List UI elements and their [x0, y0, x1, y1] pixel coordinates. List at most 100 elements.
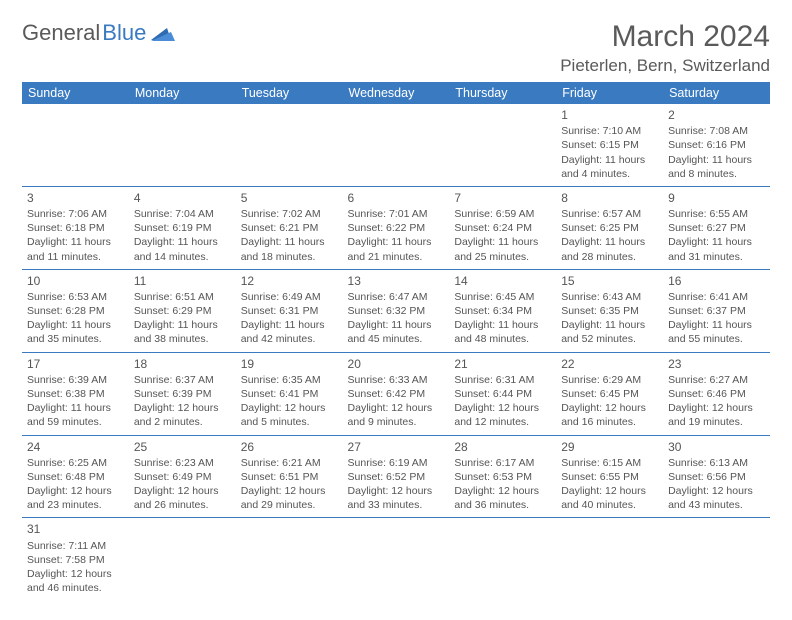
- calendar-cell: 19Sunrise: 6:35 AMSunset: 6:41 PMDayligh…: [236, 352, 343, 435]
- location: Pieterlen, Bern, Switzerland: [560, 56, 770, 76]
- calendar-cell: 16Sunrise: 6:41 AMSunset: 6:37 PMDayligh…: [663, 269, 770, 352]
- calendar-cell: [22, 104, 129, 186]
- day-number: 1: [561, 107, 658, 123]
- calendar-cell: [343, 518, 450, 600]
- daylight-line-2: and 14 minutes.: [134, 250, 231, 264]
- daylight-line-2: and 40 minutes.: [561, 498, 658, 512]
- calendar-cell: 25Sunrise: 6:23 AMSunset: 6:49 PMDayligh…: [129, 435, 236, 518]
- calendar-cell: 22Sunrise: 6:29 AMSunset: 6:45 PMDayligh…: [556, 352, 663, 435]
- daylight-line-2: and 23 minutes.: [27, 498, 124, 512]
- day-number: 30: [668, 439, 765, 455]
- sunrise-line: Sunrise: 6:43 AM: [561, 290, 658, 304]
- daylight-line-2: and 31 minutes.: [668, 250, 765, 264]
- logo: GeneralBlue: [22, 20, 177, 46]
- calendar-cell: 29Sunrise: 6:15 AMSunset: 6:55 PMDayligh…: [556, 435, 663, 518]
- daylight-line-1: Daylight: 11 hours: [348, 235, 445, 249]
- sunrise-line: Sunrise: 6:13 AM: [668, 456, 765, 470]
- daylight-line-1: Daylight: 11 hours: [27, 401, 124, 415]
- calendar-header-cell: Friday: [556, 82, 663, 104]
- daylight-line-2: and 5 minutes.: [241, 415, 338, 429]
- day-number: 23: [668, 356, 765, 372]
- calendar-header-cell: Saturday: [663, 82, 770, 104]
- sunrise-line: Sunrise: 6:27 AM: [668, 373, 765, 387]
- sunset-line: Sunset: 6:29 PM: [134, 304, 231, 318]
- sunset-line: Sunset: 6:19 PM: [134, 221, 231, 235]
- daylight-line-2: and 45 minutes.: [348, 332, 445, 346]
- daylight-line-2: and 16 minutes.: [561, 415, 658, 429]
- sunset-line: Sunset: 7:58 PM: [27, 553, 124, 567]
- daylight-line-2: and 18 minutes.: [241, 250, 338, 264]
- calendar-cell: 3Sunrise: 7:06 AMSunset: 6:18 PMDaylight…: [22, 186, 129, 269]
- calendar-row: 17Sunrise: 6:39 AMSunset: 6:38 PMDayligh…: [22, 352, 770, 435]
- sunrise-line: Sunrise: 6:29 AM: [561, 373, 658, 387]
- calendar-header-cell: Wednesday: [343, 82, 450, 104]
- sunrise-line: Sunrise: 6:39 AM: [27, 373, 124, 387]
- calendar-cell: [556, 518, 663, 600]
- daylight-line-1: Daylight: 11 hours: [348, 318, 445, 332]
- calendar-cell: 11Sunrise: 6:51 AMSunset: 6:29 PMDayligh…: [129, 269, 236, 352]
- calendar-cell: 17Sunrise: 6:39 AMSunset: 6:38 PMDayligh…: [22, 352, 129, 435]
- daylight-line-2: and 21 minutes.: [348, 250, 445, 264]
- daylight-line-2: and 11 minutes.: [27, 250, 124, 264]
- sunset-line: Sunset: 6:15 PM: [561, 138, 658, 152]
- daylight-line-2: and 19 minutes.: [668, 415, 765, 429]
- logo-text-general: General: [22, 20, 100, 46]
- sunrise-line: Sunrise: 6:53 AM: [27, 290, 124, 304]
- sunset-line: Sunset: 6:24 PM: [454, 221, 551, 235]
- calendar-header-row: SundayMondayTuesdayWednesdayThursdayFrid…: [22, 82, 770, 104]
- calendar-row: 31Sunrise: 7:11 AMSunset: 7:58 PMDayligh…: [22, 518, 770, 600]
- calendar-cell: 27Sunrise: 6:19 AMSunset: 6:52 PMDayligh…: [343, 435, 450, 518]
- daylight-line-2: and 46 minutes.: [27, 581, 124, 595]
- sunset-line: Sunset: 6:38 PM: [27, 387, 124, 401]
- sunrise-line: Sunrise: 7:08 AM: [668, 124, 765, 138]
- day-number: 29: [561, 439, 658, 455]
- day-number: 20: [348, 356, 445, 372]
- sunrise-line: Sunrise: 6:19 AM: [348, 456, 445, 470]
- day-number: 19: [241, 356, 338, 372]
- sunset-line: Sunset: 6:51 PM: [241, 470, 338, 484]
- daylight-line-2: and 36 minutes.: [454, 498, 551, 512]
- daylight-line-1: Daylight: 12 hours: [241, 484, 338, 498]
- daylight-line-1: Daylight: 11 hours: [27, 318, 124, 332]
- day-number: 12: [241, 273, 338, 289]
- sunrise-line: Sunrise: 7:10 AM: [561, 124, 658, 138]
- daylight-line-1: Daylight: 11 hours: [454, 235, 551, 249]
- sunset-line: Sunset: 6:45 PM: [561, 387, 658, 401]
- calendar-cell: 1Sunrise: 7:10 AMSunset: 6:15 PMDaylight…: [556, 104, 663, 186]
- sunset-line: Sunset: 6:32 PM: [348, 304, 445, 318]
- daylight-line-1: Daylight: 12 hours: [27, 567, 124, 581]
- sunrise-line: Sunrise: 6:31 AM: [454, 373, 551, 387]
- daylight-line-1: Daylight: 11 hours: [134, 235, 231, 249]
- sunrise-line: Sunrise: 6:51 AM: [134, 290, 231, 304]
- calendar-cell: 24Sunrise: 6:25 AMSunset: 6:48 PMDayligh…: [22, 435, 129, 518]
- day-number: 11: [134, 273, 231, 289]
- sunset-line: Sunset: 6:55 PM: [561, 470, 658, 484]
- calendar-cell: 30Sunrise: 6:13 AMSunset: 6:56 PMDayligh…: [663, 435, 770, 518]
- sunset-line: Sunset: 6:37 PM: [668, 304, 765, 318]
- calendar-cell: 31Sunrise: 7:11 AMSunset: 7:58 PMDayligh…: [22, 518, 129, 600]
- sunset-line: Sunset: 6:42 PM: [348, 387, 445, 401]
- calendar-cell: 28Sunrise: 6:17 AMSunset: 6:53 PMDayligh…: [449, 435, 556, 518]
- calendar-cell: 7Sunrise: 6:59 AMSunset: 6:24 PMDaylight…: [449, 186, 556, 269]
- sunset-line: Sunset: 6:44 PM: [454, 387, 551, 401]
- sunset-line: Sunset: 6:18 PM: [27, 221, 124, 235]
- sunrise-line: Sunrise: 6:59 AM: [454, 207, 551, 221]
- sunset-line: Sunset: 6:28 PM: [27, 304, 124, 318]
- daylight-line-1: Daylight: 11 hours: [668, 318, 765, 332]
- daylight-line-1: Daylight: 11 hours: [27, 235, 124, 249]
- daylight-line-1: Daylight: 12 hours: [27, 484, 124, 498]
- calendar-row: 3Sunrise: 7:06 AMSunset: 6:18 PMDaylight…: [22, 186, 770, 269]
- sunset-line: Sunset: 6:48 PM: [27, 470, 124, 484]
- day-number: 31: [27, 521, 124, 537]
- sunset-line: Sunset: 6:21 PM: [241, 221, 338, 235]
- calendar-header-cell: Sunday: [22, 82, 129, 104]
- calendar-cell: 26Sunrise: 6:21 AMSunset: 6:51 PMDayligh…: [236, 435, 343, 518]
- daylight-line-2: and 4 minutes.: [561, 167, 658, 181]
- day-number: 28: [454, 439, 551, 455]
- logo-text-blue: Blue: [102, 20, 146, 46]
- calendar-row: 1Sunrise: 7:10 AMSunset: 6:15 PMDaylight…: [22, 104, 770, 186]
- calendar-row: 24Sunrise: 6:25 AMSunset: 6:48 PMDayligh…: [22, 435, 770, 518]
- sunrise-line: Sunrise: 6:35 AM: [241, 373, 338, 387]
- sunrise-line: Sunrise: 6:47 AM: [348, 290, 445, 304]
- calendar-cell: 14Sunrise: 6:45 AMSunset: 6:34 PMDayligh…: [449, 269, 556, 352]
